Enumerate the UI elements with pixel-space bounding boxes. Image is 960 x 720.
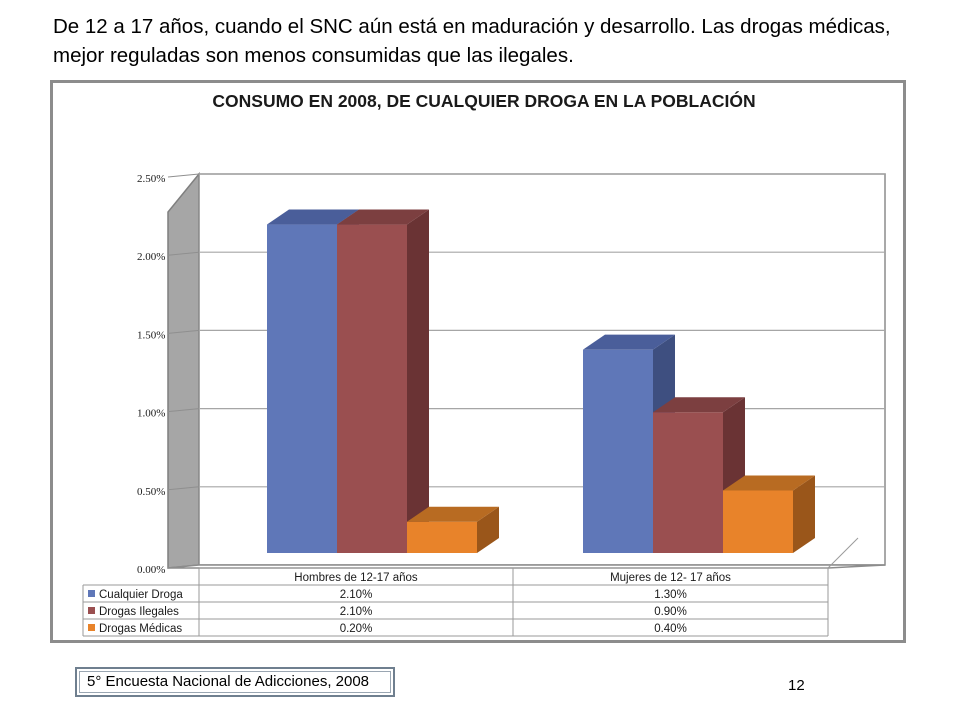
bar-side	[793, 475, 815, 553]
side-gridline	[167, 251, 200, 256]
data-table: Hombres de 12-17 años Mujeres de 12- 17 a…	[82, 537, 859, 637]
bar-front	[653, 412, 723, 553]
data-label: 1.30%	[654, 589, 687, 601]
bar-side	[407, 209, 429, 553]
data-label: 2.10%	[340, 589, 373, 601]
data-label: 0.90%	[654, 606, 687, 618]
bar-front	[267, 224, 337, 553]
bar-chart: CONSUMO EN 2008, DE CUALQUIER DROGA EN L…	[82, 90, 886, 637]
bar	[723, 475, 815, 553]
data-label: 0.20%	[340, 623, 373, 635]
chart-frame: CONSUMO EN 2008, DE CUALQUIER DROGA EN L…	[50, 80, 906, 643]
bar-top	[583, 334, 675, 350]
table-line	[827, 537, 859, 569]
slide-heading: De 12 a 17 años, cuando el SNC aún está …	[53, 15, 891, 67]
legend-swatch	[88, 590, 95, 597]
legend-label: Drogas Médicas	[99, 623, 182, 635]
x-category-label: Mujeres de 12- 17 años	[610, 572, 731, 584]
y-axis-ticks: 0.00% 0.50% 1.00% 1.50% 2.00% 2.50%	[137, 173, 165, 576]
bar-front	[337, 224, 407, 553]
legend-swatch	[88, 624, 95, 631]
bar-front	[407, 521, 477, 553]
side-gridline	[167, 486, 200, 491]
side-gridline	[167, 329, 200, 334]
legend-swatch	[88, 607, 95, 614]
side-wall	[167, 171, 200, 569]
y-tick-label: 1.50%	[137, 329, 165, 341]
bar-front	[583, 349, 653, 553]
page-number: 12	[788, 677, 805, 694]
y-tick-label: 0.50%	[137, 486, 165, 498]
bar	[337, 209, 429, 553]
legend-label: Cualquier Droga	[99, 589, 183, 601]
x-category-label: Hombres de 12-17 años	[294, 572, 418, 584]
bar-top	[653, 397, 745, 413]
source-box: 5° Encuesta Nacional de Adicciones, 2008	[75, 667, 395, 697]
bar	[583, 334, 675, 553]
y-tick-label: 1.00%	[137, 408, 165, 420]
data-label: 2.10%	[340, 606, 373, 618]
bar-side	[477, 506, 499, 553]
bar-front	[723, 490, 793, 553]
data-label: 0.40%	[654, 623, 687, 635]
bar-top	[267, 209, 359, 225]
side-gridline	[167, 173, 200, 178]
y-tick-label: 2.00%	[137, 251, 165, 263]
bar	[407, 506, 499, 553]
y-tick-label: 2.50%	[137, 173, 165, 185]
y-tick-label: 0.00%	[137, 564, 165, 576]
bar-top	[723, 475, 815, 491]
bar-top	[337, 209, 429, 225]
chart-title: CONSUMO EN 2008, DE CUALQUIER DROGA EN L…	[212, 90, 755, 111]
legend-label: Drogas Ilegales	[99, 606, 179, 618]
bar-top	[407, 506, 499, 522]
side-gridline	[167, 408, 200, 413]
chart-bars	[267, 209, 815, 553]
